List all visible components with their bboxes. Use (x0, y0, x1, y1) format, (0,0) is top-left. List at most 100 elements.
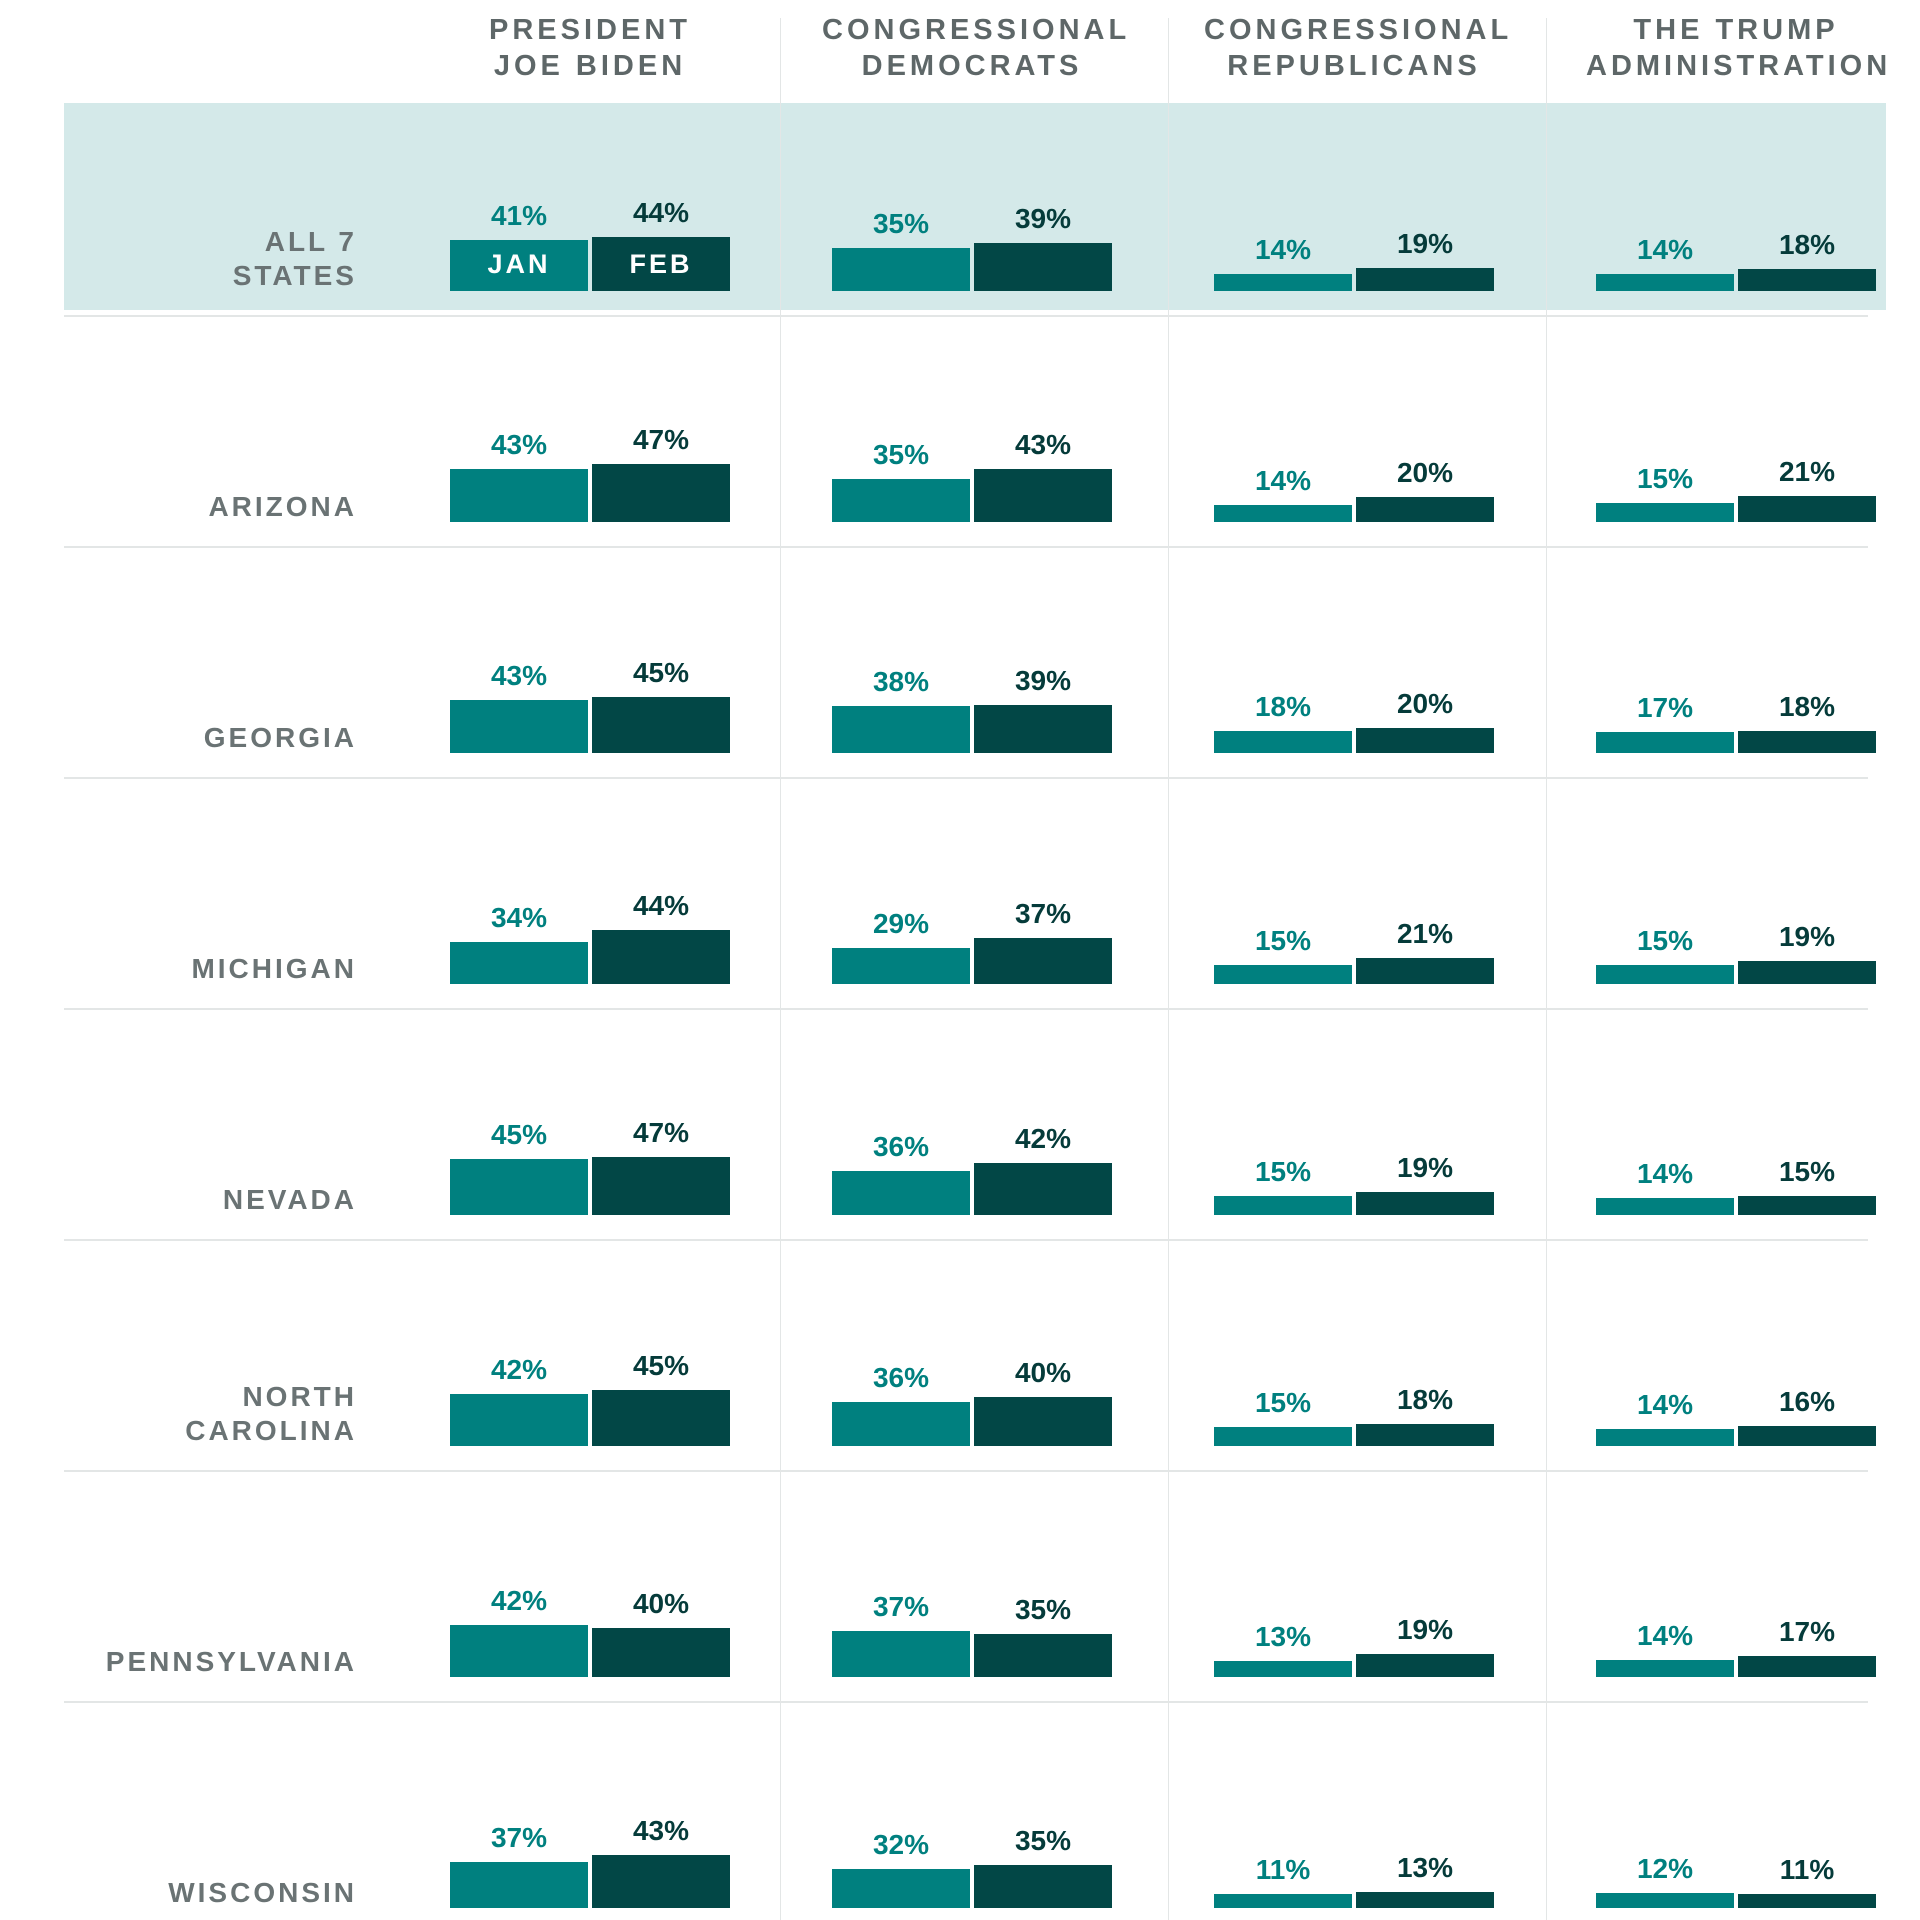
column-header-president-joe-biden: PRESIDENT JOE BIDEN (440, 12, 740, 84)
data-label: 15% (1254, 925, 1312, 957)
bar-michigan-president-joe-biden-feb (592, 929, 730, 984)
data-label: 32% (872, 1828, 930, 1860)
data-label: 17% (1778, 1616, 1836, 1648)
bar-arizona-congressional-republicans-feb (1356, 497, 1494, 522)
bar-all-7-states-president-joe-biden-jan (450, 240, 588, 291)
data-label: 45% (490, 1119, 548, 1151)
column-header-line: DEMOCRATS (861, 50, 1083, 82)
data-label: 39% (1014, 202, 1072, 234)
data-label: 43% (632, 1814, 690, 1846)
bar-all-7-states-the-trump-administration-feb (1738, 268, 1876, 291)
data-label: 18% (1778, 690, 1836, 722)
bar-wisconsin-congressional-republicans-feb (1356, 1891, 1494, 1908)
row-label-pennsylvania: PENNSYLVANIA (106, 1645, 357, 1679)
data-label: 17% (1636, 692, 1694, 724)
data-label: 35% (872, 438, 930, 470)
bar-georgia-congressional-democrats-feb (974, 704, 1112, 753)
bar-arizona-president-joe-biden-feb (592, 464, 730, 522)
data-label: 15% (1254, 1156, 1312, 1188)
column-divider (1168, 18, 1169, 1920)
data-label: 29% (872, 908, 930, 940)
data-label: 21% (1396, 918, 1454, 950)
bar-wisconsin-the-trump-administration-feb (1738, 1894, 1876, 1908)
bar-arizona-president-joe-biden-jan (450, 468, 588, 522)
data-label: 13% (1254, 1620, 1312, 1652)
month-label-feb: FEB (629, 249, 693, 279)
bar-michigan-president-joe-biden-jan (450, 942, 588, 984)
data-label: 12% (1636, 1853, 1694, 1885)
row-label-wisconsin: WISCONSIN (168, 1876, 357, 1910)
row-label-line: CAROLINA (185, 1415, 357, 1446)
bar-north-carolina-congressional-democrats-feb (974, 1396, 1112, 1446)
bar-georgia-the-trump-administration-jan (1596, 732, 1734, 753)
data-label: 39% (1014, 664, 1072, 696)
bar-arizona-congressional-democrats-jan (832, 478, 970, 522)
bar-north-carolina-the-trump-administration-feb (1738, 1426, 1876, 1446)
data-label: 18% (1396, 1383, 1454, 1415)
column-header-line: REPUBLICANS (1227, 50, 1481, 82)
bar-georgia-president-joe-biden-jan (450, 699, 588, 753)
bar-arizona-congressional-democrats-feb (974, 468, 1112, 522)
bar-arizona-the-trump-administration-feb (1738, 496, 1876, 522)
data-label: 47% (632, 424, 690, 456)
bar-michigan-congressional-democrats-feb (974, 938, 1112, 984)
bar-pennsylvania-congressional-democrats-feb (974, 1633, 1112, 1677)
bar-nevada-the-trump-administration-jan (1596, 1197, 1734, 1215)
row-divider (64, 1470, 1868, 1472)
data-label: 35% (1014, 1824, 1072, 1856)
row-divider (64, 777, 1868, 779)
data-label: 43% (490, 659, 548, 691)
bar-all-7-states-congressional-republicans-feb (1356, 267, 1494, 291)
data-label: 18% (1254, 690, 1312, 722)
data-label: 40% (632, 1587, 690, 1619)
column-header-line: JOE BIDEN (493, 50, 687, 82)
data-label: 11% (1255, 1854, 1311, 1886)
data-label: 35% (872, 207, 930, 239)
data-label: 19% (1396, 227, 1454, 259)
data-label: 42% (490, 1354, 548, 1386)
data-label: 14% (1254, 464, 1312, 496)
bar-nevada-president-joe-biden-feb (592, 1157, 730, 1215)
data-label: 45% (632, 657, 690, 689)
data-label: 37% (872, 1591, 930, 1623)
data-label: 15% (1254, 1387, 1312, 1419)
row-divider (64, 1239, 1868, 1241)
bar-wisconsin-president-joe-biden-feb (592, 1854, 730, 1908)
row-label-line: STATES (232, 260, 357, 291)
bar-north-carolina-congressional-republicans-jan (1214, 1427, 1352, 1446)
bar-georgia-congressional-democrats-jan (832, 706, 970, 753)
data-label: 11% (1779, 1854, 1835, 1886)
bar-north-carolina-congressional-democrats-jan (832, 1401, 970, 1446)
row-label-nevada: NEVADA (223, 1183, 357, 1217)
bar-michigan-the-trump-administration-jan (1596, 965, 1734, 984)
row-label-line: ARIZONA (208, 491, 357, 522)
column-header-congressional-democrats: CONGRESSIONAL DEMOCRATS (822, 12, 1126, 84)
bar-wisconsin-congressional-democrats-feb (974, 1864, 1112, 1908)
bar-all-7-states-congressional-democrats-jan (832, 247, 970, 291)
bar-all-7-states-congressional-republicans-jan (1214, 273, 1352, 291)
bar-pennsylvania-president-joe-biden-jan (450, 1625, 588, 1677)
data-label: 15% (1636, 463, 1694, 495)
row-label-line: MICHIGAN (191, 953, 357, 984)
data-label: 20% (1396, 457, 1454, 489)
row-label-line: WISCONSIN (168, 1877, 357, 1908)
column-divider (1546, 18, 1547, 1920)
data-label: 41% (490, 200, 548, 232)
data-label: 42% (1014, 1123, 1072, 1155)
month-label-jan: JAN (487, 249, 551, 279)
bar-pennsylvania-congressional-republicans-feb (1356, 1653, 1494, 1677)
row-label-michigan: MICHIGAN (191, 952, 357, 986)
data-label: 36% (872, 1361, 930, 1393)
data-label: 36% (872, 1130, 930, 1162)
row-label-all-7-states: ALL 7 STATES (233, 225, 357, 293)
row-label-line: PENNSYLVANIA (105, 1646, 357, 1677)
bar-nevada-congressional-republicans-feb (1356, 1191, 1494, 1215)
data-label: 37% (1014, 898, 1072, 930)
bar-north-carolina-president-joe-biden-feb (592, 1390, 730, 1446)
data-label: 19% (1396, 1151, 1454, 1183)
row-label-arizona: ARIZONA (208, 490, 357, 524)
column-header-line: PRESIDENT (489, 14, 691, 46)
data-label: 18% (1778, 228, 1836, 260)
data-label: 13% (1396, 1851, 1454, 1883)
column-header-the-trump-administration: THE TRUMP ADMINISTRATION (1586, 12, 1887, 84)
